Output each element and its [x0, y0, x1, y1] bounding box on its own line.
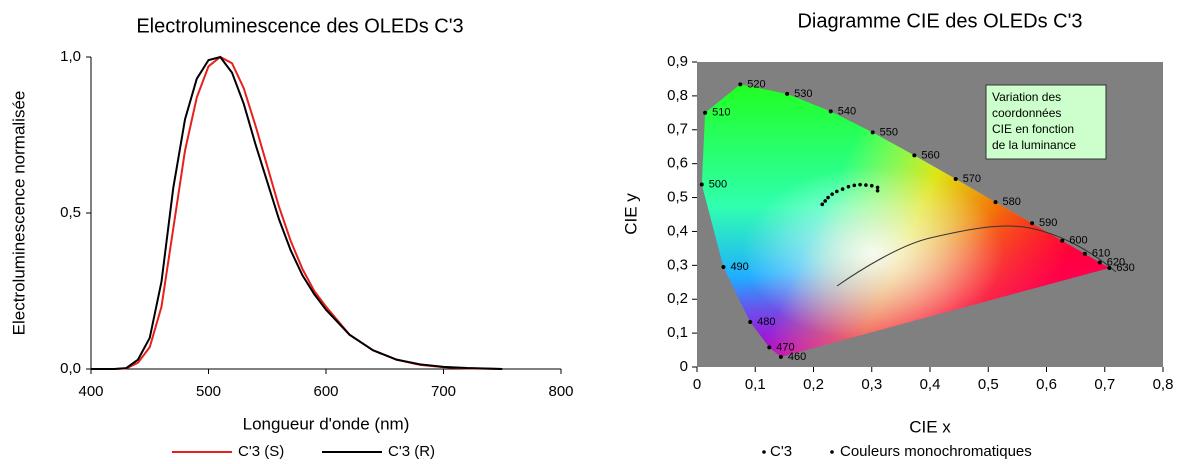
x-tick-label: 600 [313, 383, 338, 400]
point-label: 530 [794, 88, 812, 100]
point [1082, 251, 1087, 256]
point-label: 510 [712, 107, 730, 119]
point [864, 183, 868, 187]
annotation-text: de la luminance [992, 138, 1076, 152]
annotation-text: Variation des [992, 90, 1061, 104]
point-label: 460 [788, 351, 806, 363]
point [778, 354, 783, 359]
point [953, 177, 958, 182]
point-label: 600 [1069, 235, 1087, 247]
y-tick-label: 0,5 [60, 204, 81, 221]
point [835, 189, 839, 194]
point [738, 82, 743, 87]
x-tick-label: 0,4 [920, 376, 941, 393]
y-tick-label: 0,2 [667, 290, 688, 307]
point [703, 110, 708, 115]
point-label: 620 [1107, 256, 1125, 268]
point [858, 182, 862, 187]
point-label: 470 [776, 341, 794, 353]
legend-label: C'3 (S) [238, 443, 284, 460]
point [840, 187, 845, 191]
point [875, 185, 880, 190]
y-axis-title: Electroluminescence normalisée [9, 91, 28, 336]
x-tick-label: 400 [78, 383, 103, 400]
planckian-locus [836, 225, 1117, 287]
x-tick-label: 500 [196, 383, 221, 400]
point-label: 490 [730, 261, 748, 273]
x-tick-label: 800 [548, 383, 573, 400]
annotation-text: coordonnées [992, 106, 1061, 120]
point-label: 560 [921, 149, 939, 161]
point [767, 345, 772, 350]
point-label: 580 [1003, 196, 1021, 208]
y-tick-label: 0,6 [667, 155, 688, 172]
point-label: 520 [747, 78, 765, 90]
point [1097, 260, 1102, 265]
point [1107, 266, 1112, 271]
legend-marker [830, 450, 834, 454]
point [993, 200, 998, 205]
cie-chart: Diagramme CIE des OLEDs C'3 CIE x CIE y 0 0,… [621, 10, 1173, 460]
y-tick-label: 0 [680, 358, 688, 375]
x-tick-label: 0,2 [803, 376, 824, 393]
x-tick-label: 0,1 [745, 376, 766, 393]
y-tick-label: 0,5 [667, 189, 688, 206]
point-label: 570 [963, 173, 981, 185]
annotation-box [985, 84, 1107, 160]
point [721, 265, 726, 270]
x-axis-title: Longueur d'onde (nm) [243, 414, 410, 433]
x-axis-title: CIE x [909, 417, 951, 436]
annotation-text: CIE en fonction [992, 122, 1074, 136]
point-label: 590 [1039, 217, 1057, 229]
point [912, 153, 917, 158]
y-tick-label: 0,7 [667, 121, 688, 138]
point [826, 195, 830, 200]
y-tick-label: 0,8 [667, 87, 688, 104]
point-label: 480 [757, 316, 775, 328]
point [1030, 221, 1035, 226]
point [846, 184, 851, 189]
series-line [91, 55, 503, 370]
y-tick-label: 1,0 [60, 48, 81, 65]
point [1060, 238, 1065, 243]
y-tick-label: 0,9 [667, 53, 688, 70]
point-label: 540 [838, 105, 856, 117]
point [699, 182, 704, 187]
chart-title: Electroluminescence des OLEDs C'3 [136, 15, 463, 37]
legend-marker [762, 450, 766, 454]
point [870, 130, 875, 135]
point-label: 610 [1092, 248, 1110, 260]
x-tick-label: 700 [431, 383, 456, 400]
point [828, 109, 833, 114]
legend-label: C'3 (R) [388, 443, 435, 460]
legend-label: C'3 [770, 443, 792, 460]
point-label: 550 [880, 126, 898, 138]
y-tick-label: 0,3 [667, 256, 688, 273]
x-tick-label: 0,5 [978, 376, 999, 393]
point [785, 91, 790, 96]
point-label: 500 [709, 178, 727, 190]
point [820, 202, 825, 207]
chart-title: Diagramme CIE des OLEDs C'3 [797, 10, 1082, 32]
legend-label: Couleurs monochromatiques [840, 443, 1032, 460]
point-label: 630 [1116, 262, 1134, 274]
y-tick-label: 0,4 [667, 222, 688, 239]
locus-shade [701, 84, 1110, 357]
point [852, 183, 857, 188]
y-axis-title: CIE y [621, 193, 640, 235]
point [875, 188, 880, 193]
y-tick-label: 0,1 [667, 324, 688, 341]
x-tick-label: 0 [693, 376, 701, 393]
x-tick-label: 0,8 [1153, 376, 1174, 393]
point [823, 199, 827, 203]
spectrum-chart: Electroluminescence des OLEDs C'3 Longueu… [9, 15, 573, 460]
x-tick-label: 0,6 [1036, 376, 1057, 393]
point [830, 192, 834, 196]
x-tick-label: 0,7 [1094, 376, 1115, 393]
x-tick-label: 0,3 [861, 376, 882, 393]
y-tick-label: 0,0 [60, 360, 81, 377]
point [748, 320, 753, 325]
point [869, 183, 874, 188]
